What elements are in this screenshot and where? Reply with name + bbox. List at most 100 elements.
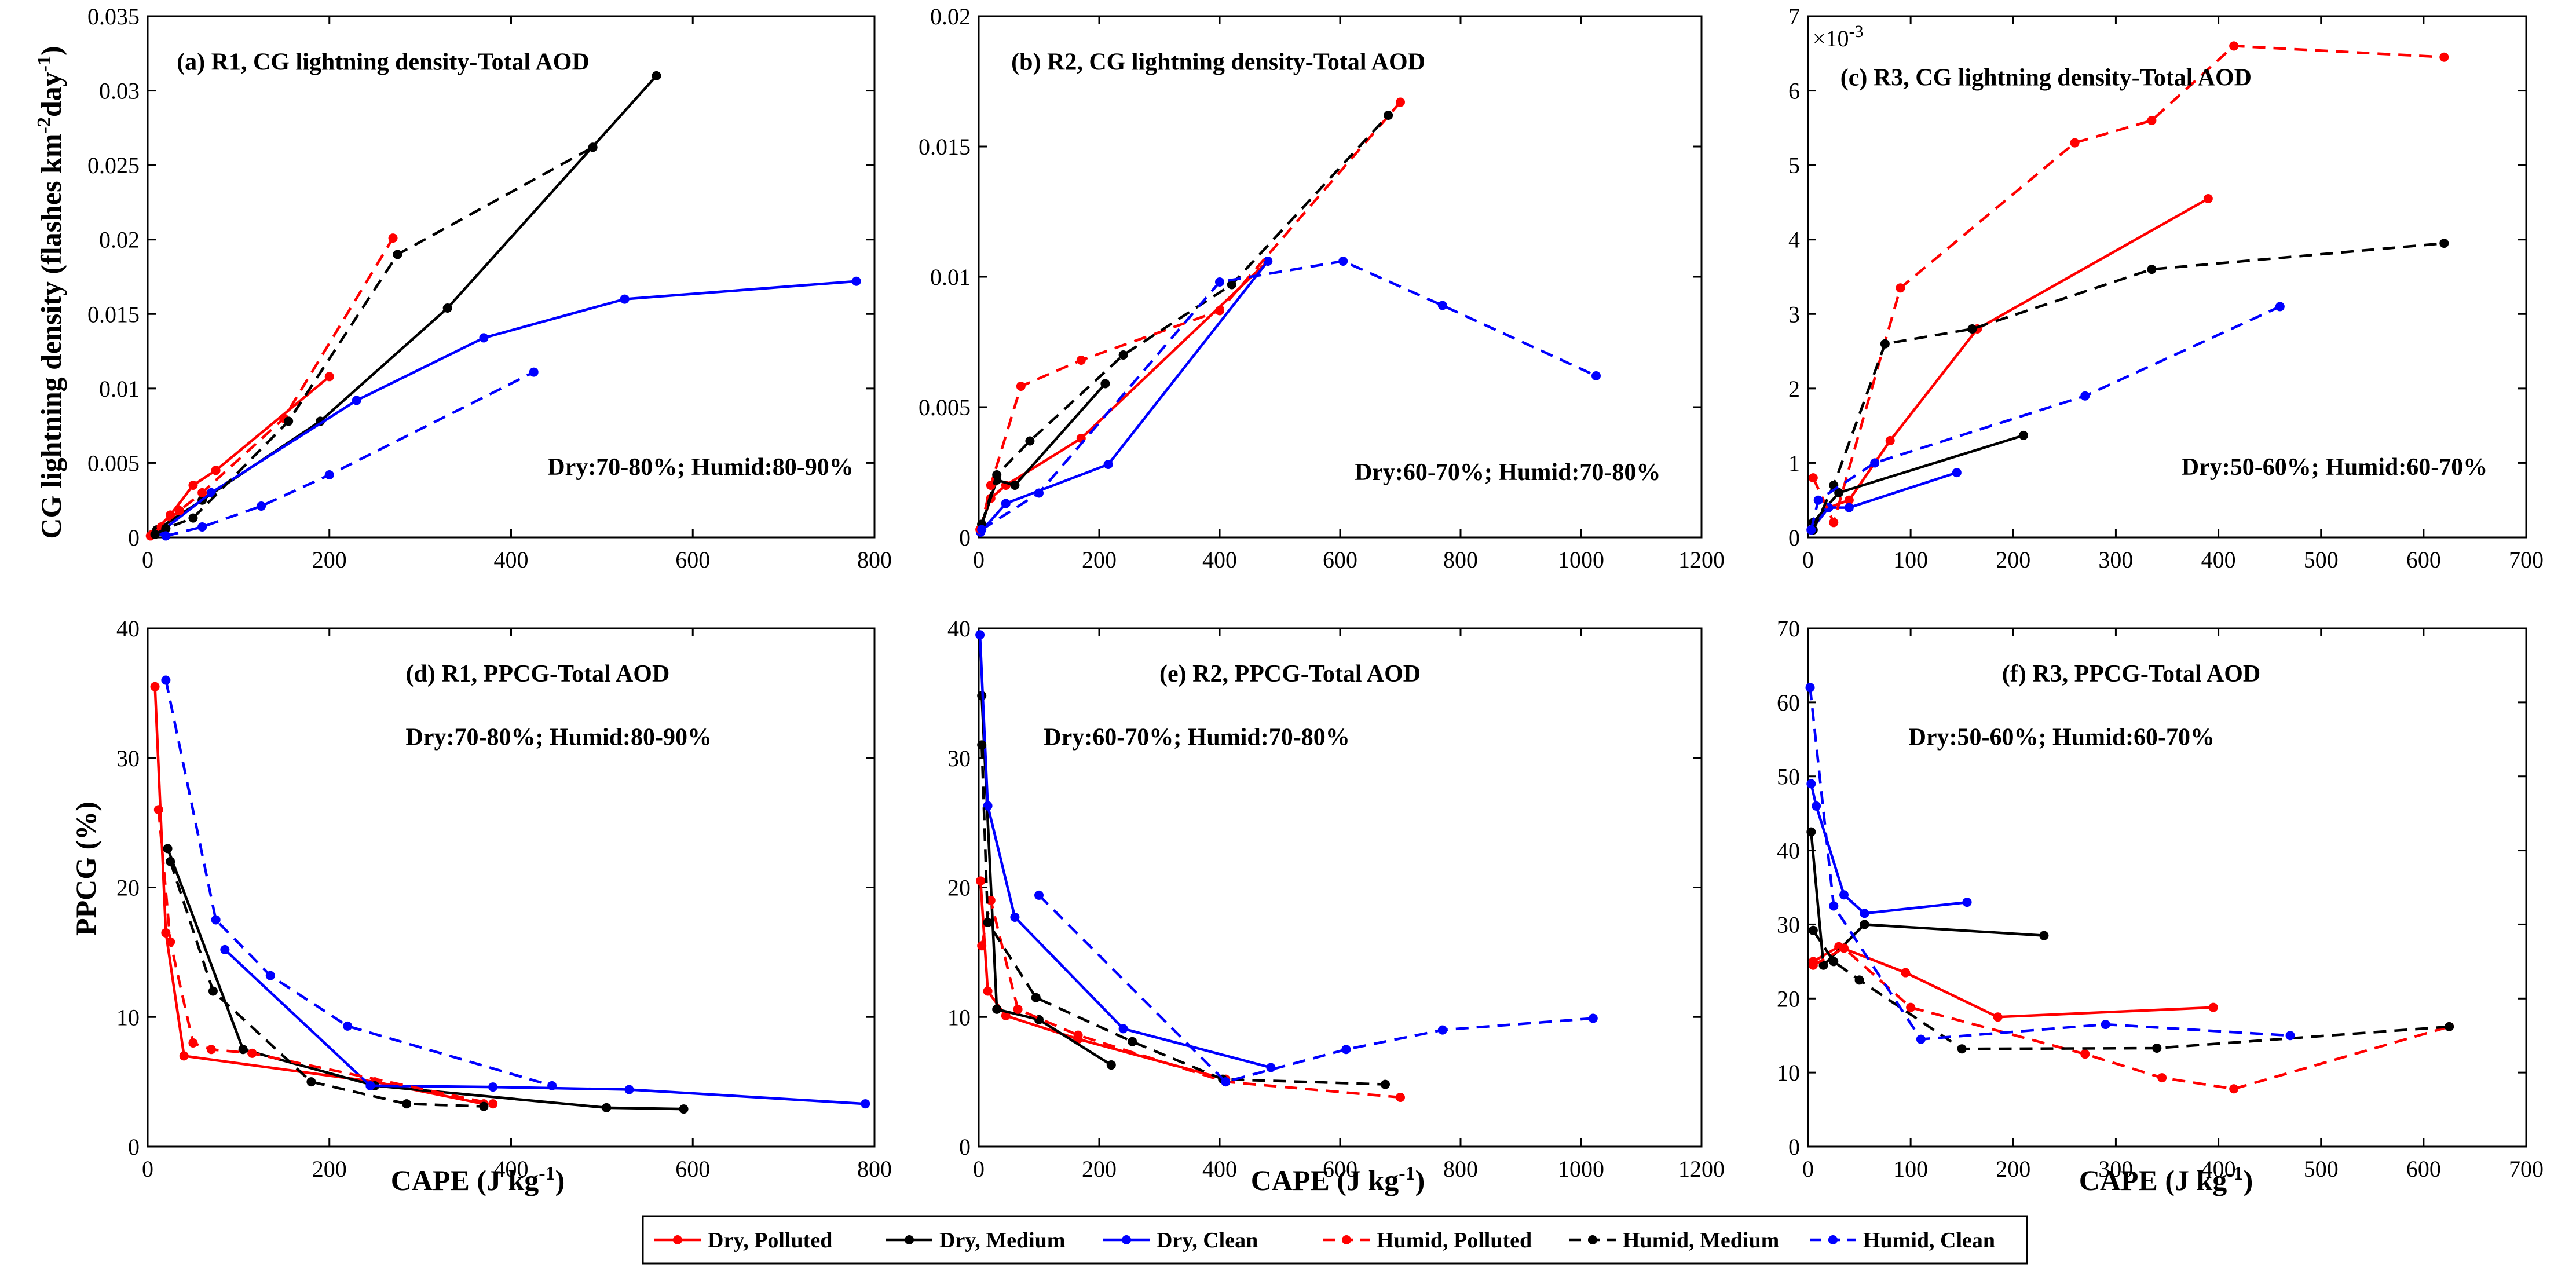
panel-c-frame bbox=[1807, 15, 2527, 539]
data-point bbox=[1806, 525, 1816, 535]
series-humid-medium bbox=[1808, 925, 2454, 1054]
ylabel-top: CG lightning density (flashes km-2day-1) bbox=[34, 46, 68, 539]
xlabel-d: CAPE (J kg-1) bbox=[391, 1163, 565, 1197]
y-tick-label: 0 bbox=[959, 525, 971, 551]
y-tick-label: 10 bbox=[1777, 1060, 1800, 1086]
data-point bbox=[1591, 371, 1601, 380]
y-tick-label: 0 bbox=[128, 1134, 140, 1160]
series-humid-polluted bbox=[1808, 943, 2454, 1094]
data-point bbox=[1128, 1037, 1137, 1046]
panel-a: 0 200 400 600 800 0 0.005 0.01 0.015 0.02 0.025 0.0… bbox=[87, 3, 892, 573]
x-tick-label: 0 bbox=[973, 547, 985, 573]
data-point bbox=[1437, 1025, 1447, 1035]
x-tick-label: 1000 bbox=[1558, 1156, 1604, 1182]
data-point bbox=[343, 1021, 353, 1031]
panel-c-annotation: Dry:50-60%; Humid:60-70% bbox=[2182, 454, 2487, 481]
series-line bbox=[166, 848, 684, 1111]
data-point bbox=[976, 876, 986, 886]
data-point bbox=[1829, 957, 1839, 967]
panel-b-annotation: Dry:60-70%; Humid:70-80% bbox=[1355, 459, 1660, 486]
x-tick-label: 200 bbox=[1082, 1156, 1117, 1182]
series-line bbox=[980, 695, 1112, 1066]
x-tick-label: 100 bbox=[1893, 1156, 1928, 1182]
y-tick-label: 70 bbox=[1777, 616, 1800, 642]
data-point bbox=[1001, 1011, 1011, 1021]
data-point bbox=[588, 142, 598, 152]
data-point bbox=[1808, 925, 1818, 935]
y-tick-label: 40 bbox=[1777, 838, 1800, 864]
series-line bbox=[978, 635, 1271, 1069]
series-line bbox=[980, 899, 1401, 1099]
data-point bbox=[1854, 975, 1864, 985]
series-line bbox=[1810, 783, 1967, 915]
legend-marker bbox=[905, 1235, 914, 1244]
x-tick-label: 1000 bbox=[1558, 547, 1604, 573]
series-line bbox=[169, 861, 484, 1108]
x-tick-label: 400 bbox=[2201, 1156, 2236, 1182]
series-line bbox=[165, 371, 535, 537]
data-point bbox=[150, 682, 160, 691]
data-point bbox=[547, 1081, 557, 1090]
panel-f: 0 100 200 300 400 500 600 700 0 10 20 30 40 50 60 70 (f)… bbox=[1777, 616, 2544, 1182]
data-point bbox=[388, 233, 398, 243]
y-tick-label: 0.025 bbox=[87, 152, 140, 178]
data-point bbox=[2285, 1031, 2295, 1041]
data-point bbox=[1839, 943, 1849, 953]
data-point bbox=[161, 928, 171, 938]
y-tick-label: 40 bbox=[116, 616, 140, 642]
x-tick-label: 400 bbox=[1202, 1156, 1237, 1182]
data-point bbox=[1215, 277, 1224, 287]
data-point bbox=[1829, 518, 1839, 528]
data-point bbox=[479, 333, 489, 343]
series-line bbox=[1038, 894, 1593, 1083]
data-point bbox=[324, 372, 334, 382]
data-point bbox=[1885, 435, 1895, 445]
data-point bbox=[1844, 495, 1854, 505]
legend-label: Dry, Clean bbox=[1157, 1228, 1258, 1253]
data-point bbox=[1808, 960, 1818, 970]
data-point bbox=[1013, 1004, 1023, 1014]
series-line bbox=[1812, 929, 2450, 1050]
data-point bbox=[1880, 339, 1890, 349]
x-tick-label: 400 bbox=[1202, 547, 1237, 573]
data-point bbox=[1263, 257, 1273, 266]
series-dry-clean bbox=[156, 276, 861, 536]
x-tick-label: 500 bbox=[2304, 547, 2339, 573]
data-point bbox=[2445, 1022, 2454, 1031]
data-point bbox=[197, 522, 207, 532]
data-point bbox=[206, 488, 216, 497]
legend-item-humid-polluted: Humid, Polluted bbox=[1323, 1228, 1532, 1253]
x-tick-label: 1200 bbox=[1678, 1156, 1725, 1182]
panel-f-title: (f) R3, PPCG-Total AOD bbox=[2002, 661, 2260, 687]
data-point bbox=[983, 801, 993, 811]
series-line bbox=[1810, 197, 2209, 531]
data-point bbox=[1025, 436, 1035, 446]
data-point bbox=[2070, 138, 2080, 148]
data-point bbox=[975, 630, 985, 640]
y-tick-label: 30 bbox=[947, 745, 971, 771]
data-point bbox=[1806, 779, 1816, 789]
data-point bbox=[161, 531, 171, 541]
data-point bbox=[2275, 302, 2285, 312]
data-point bbox=[150, 529, 160, 539]
x-tick-label: 700 bbox=[2509, 547, 2544, 573]
x-tick-label: 400 bbox=[494, 547, 529, 573]
legend-label: Humid, Polluted bbox=[1377, 1228, 1532, 1253]
y-tick-label: 0 bbox=[1788, 1134, 1800, 1160]
legend-label: Dry, Medium bbox=[939, 1228, 1065, 1253]
x-tick-label: 600 bbox=[2406, 1156, 2441, 1182]
data-point bbox=[1957, 1044, 1967, 1054]
panel-a-annotation: Dry:70-80%; Humid:80-90% bbox=[547, 454, 853, 481]
y-tick-label: 0 bbox=[128, 525, 140, 551]
series-dry-clean bbox=[220, 944, 870, 1109]
data-point bbox=[1962, 898, 1972, 907]
panel-f-frame bbox=[1807, 627, 2527, 1148]
y-tick-label: 60 bbox=[1777, 690, 1800, 716]
series-humid-medium bbox=[1808, 239, 2449, 535]
panel-f-annotation: Dry:50-60%; Humid:60-70% bbox=[1909, 724, 2215, 751]
data-point bbox=[851, 276, 861, 286]
data-point bbox=[1031, 993, 1041, 1002]
data-point bbox=[1870, 458, 1880, 468]
series-humid-medium bbox=[977, 740, 1390, 1089]
legend-item-dry-clean: Dry, Clean bbox=[1103, 1228, 1258, 1253]
